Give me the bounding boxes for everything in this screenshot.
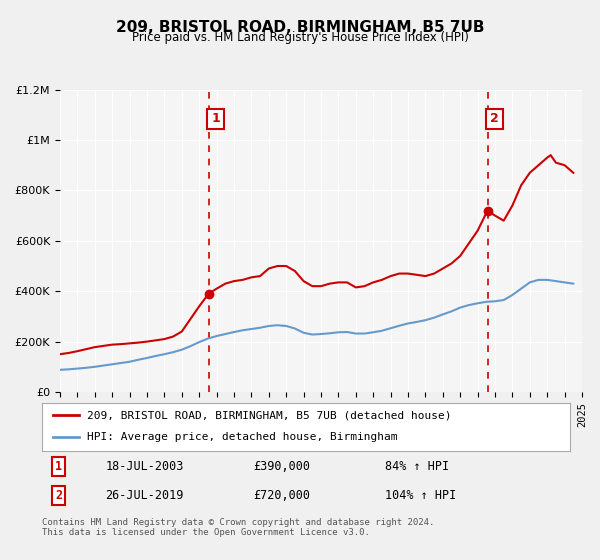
Text: 209, BRISTOL ROAD, BIRMINGHAM, B5 7UB (detached house): 209, BRISTOL ROAD, BIRMINGHAM, B5 7UB (d…: [87, 410, 451, 420]
Text: £720,000: £720,000: [253, 489, 310, 502]
Text: 2: 2: [55, 489, 62, 502]
Text: Contains HM Land Registry data © Crown copyright and database right 2024.
This d: Contains HM Land Registry data © Crown c…: [42, 518, 434, 538]
Text: 1: 1: [211, 113, 220, 125]
Text: Price paid vs. HM Land Registry's House Price Index (HPI): Price paid vs. HM Land Registry's House …: [131, 31, 469, 44]
Text: 18-JUL-2003: 18-JUL-2003: [106, 460, 184, 473]
Text: 1: 1: [55, 460, 62, 473]
Text: 209, BRISTOL ROAD, BIRMINGHAM, B5 7UB: 209, BRISTOL ROAD, BIRMINGHAM, B5 7UB: [116, 20, 484, 35]
Text: 26-JUL-2019: 26-JUL-2019: [106, 489, 184, 502]
Text: £390,000: £390,000: [253, 460, 310, 473]
Text: 104% ↑ HPI: 104% ↑ HPI: [385, 489, 457, 502]
Text: 2: 2: [490, 113, 499, 125]
Text: HPI: Average price, detached house, Birmingham: HPI: Average price, detached house, Birm…: [87, 432, 397, 442]
Text: 84% ↑ HPI: 84% ↑ HPI: [385, 460, 449, 473]
